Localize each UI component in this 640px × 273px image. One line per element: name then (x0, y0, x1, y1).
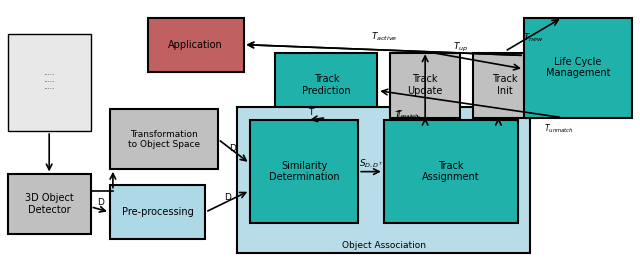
Text: $T_{unmatch}$: $T_{unmatch}$ (544, 122, 574, 135)
FancyBboxPatch shape (473, 53, 537, 118)
Text: Application: Application (168, 40, 223, 50)
Text: 3D Object
Detector: 3D Object Detector (25, 193, 74, 215)
Text: Similarity
Determination: Similarity Determination (269, 161, 339, 182)
Text: Track
Assignment: Track Assignment (422, 161, 479, 182)
Text: Transformation
to Object Space: Transformation to Object Space (128, 129, 200, 149)
Text: D': D' (229, 144, 239, 153)
FancyBboxPatch shape (384, 120, 518, 223)
Text: Track
Init: Track Init (492, 74, 518, 96)
Text: $T_{up}$: $T_{up}$ (452, 41, 468, 54)
Text: $T_{new}$: $T_{new}$ (523, 32, 544, 44)
Text: Track
Prediction: Track Prediction (302, 74, 351, 96)
Text: $T_{active}$: $T_{active}$ (371, 30, 397, 43)
Text: Pre-processing: Pre-processing (122, 207, 193, 217)
FancyBboxPatch shape (8, 174, 91, 234)
FancyBboxPatch shape (237, 107, 531, 253)
FancyBboxPatch shape (109, 109, 218, 169)
FancyBboxPatch shape (148, 17, 244, 72)
Text: Track
Update: Track Update (408, 74, 443, 96)
FancyBboxPatch shape (109, 185, 205, 239)
FancyBboxPatch shape (275, 53, 378, 118)
Text: $T_{match}$: $T_{match}$ (394, 110, 422, 123)
Text: Object Association: Object Association (342, 241, 426, 250)
FancyBboxPatch shape (250, 120, 358, 223)
Text: D: D (97, 198, 104, 207)
FancyBboxPatch shape (390, 53, 460, 118)
FancyBboxPatch shape (524, 17, 632, 118)
Text: ·····
·····
·····: ····· ····· ····· (44, 72, 55, 93)
Text: $S_{D,D^T}$: $S_{D,D^T}$ (359, 158, 383, 170)
Text: D: D (224, 193, 231, 202)
Text: $T_{match}$: $T_{match}$ (396, 108, 420, 121)
FancyBboxPatch shape (8, 34, 91, 131)
Text: T: T (308, 108, 313, 117)
Text: Life Cycle
Management: Life Cycle Management (546, 57, 611, 78)
